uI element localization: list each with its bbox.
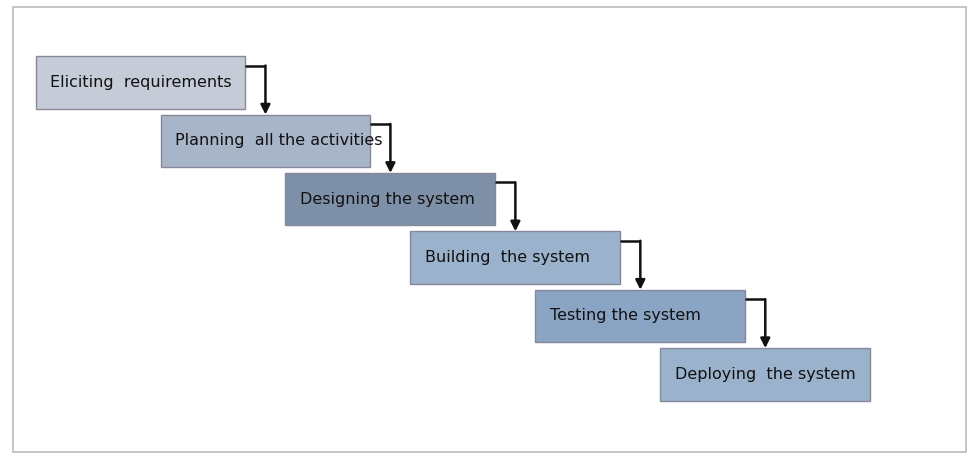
Bar: [660, 348, 869, 401]
Text: Deploying  the system: Deploying the system: [675, 367, 855, 382]
Bar: [160, 115, 370, 167]
Text: Designing the system: Designing the system: [300, 192, 474, 207]
Bar: [35, 56, 245, 109]
Text: Eliciting  requirements: Eliciting requirements: [50, 75, 232, 90]
Text: Testing the system: Testing the system: [550, 308, 700, 324]
Bar: [286, 173, 495, 225]
Bar: [535, 290, 744, 342]
Text: Planning  all the activities: Planning all the activities: [175, 133, 382, 148]
Bar: [410, 231, 620, 284]
Text: Building  the system: Building the system: [424, 250, 590, 265]
